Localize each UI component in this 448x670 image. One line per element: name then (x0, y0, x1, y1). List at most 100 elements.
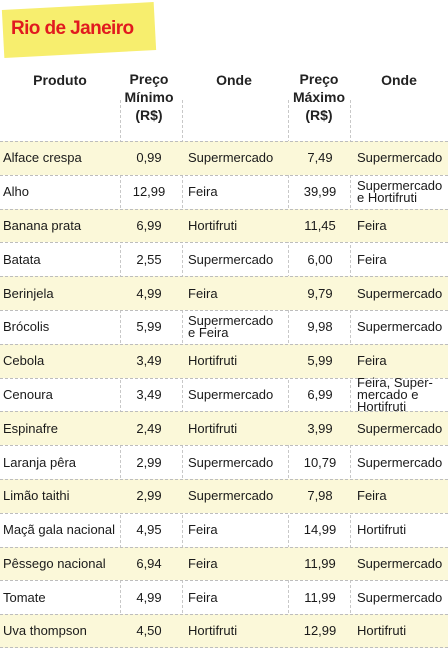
cell-produto: Banana prata (3, 217, 82, 233)
cell-preco-maximo: 12,99 (303, 623, 337, 639)
cell-preco-maximo: 6,00 (307, 251, 333, 267)
cell-preco-minimo: 3,49 (136, 353, 162, 369)
cell-onde-minimo: Hortifruti (188, 217, 238, 233)
cell-onde-maximo: Feira (357, 353, 387, 369)
cell-onde-maximo: Hortifruti (357, 623, 407, 639)
header-preco-minimo-line3: (R$) (135, 107, 163, 123)
cell-preco-minimo: 3,49 (136, 386, 162, 402)
cell-onde-minimo: Supermercado (188, 251, 274, 267)
cell-preco-minimo: 4,50 (136, 623, 162, 639)
cell-onde-minimo: Supermercado (188, 488, 274, 504)
cell-preco-maximo: 7,98 (307, 488, 333, 504)
cell-preco-minimo: 2,99 (136, 488, 162, 504)
table-row: Alface crespa 0,99 Supermercado 7,49 Superme… (0, 141, 448, 175)
cell-produto: Limão taithi (3, 488, 70, 504)
cell-onde-minimo: Supermercado e Feira (188, 313, 274, 341)
cell-preco-maximo: 14,99 (303, 522, 337, 538)
table-row: Espinafre 2,49 Hortifruti 3,99 Supermercado (0, 411, 448, 446)
cell-produto: Maçã gala nacional (3, 522, 116, 538)
cell-onde-minimo: Hortifruti (188, 623, 238, 639)
cell-preco-minimo: 2,49 (136, 420, 162, 436)
table-row: Cebola 3,49 Hortifruti 5,99 Feira (0, 343, 448, 378)
cell-preco-minimo: 2,99 (136, 454, 162, 470)
header-onde-maximo: Onde (381, 72, 417, 88)
cell-produto: Alho (3, 184, 30, 200)
header-produto: Produto (33, 72, 87, 88)
price-table: Alface crespa 0,99 Supermercado 7,49 Superme… (0, 141, 448, 648)
cell-produto: Brócolis (3, 319, 50, 335)
header-preco-minimo-line1: Preço (129, 71, 169, 87)
cell-onde-minimo: Supermercado (188, 150, 274, 166)
cell-onde-minimo: Supermercado (188, 454, 274, 470)
cell-preco-maximo: 10,79 (303, 454, 337, 470)
cell-produto: Alface crespa (3, 150, 82, 166)
cell-onde-minimo: Hortifruti (188, 353, 238, 369)
cell-onde-maximo: Supermercado (357, 150, 443, 166)
cell-onde-minimo: Feira (188, 555, 218, 571)
cell-produto: Batata (3, 251, 41, 267)
cell-onde-maximo: Supermercado (357, 420, 443, 436)
table-row: Berinjela 4,99 Feira 9,79 Supermercado (0, 276, 448, 310)
cell-preco-minimo: 5,99 (136, 319, 162, 335)
cell-preco-maximo: 11,99 (304, 555, 336, 571)
cell-onde-maximo: Hortifruti (357, 522, 407, 538)
table-row: Tomate 4,99 Feira 11,99 Supermercado (0, 580, 448, 614)
cell-produto: Cebola (3, 353, 45, 369)
cell-preco-maximo: 11,99 (304, 589, 336, 605)
table-row: Brócolis 5,99 Supermercado e Feira 9,98 Supe… (0, 309, 448, 344)
cell-onde-minimo: Feira (188, 285, 218, 301)
cell-onde-minimo: Feira (188, 184, 218, 200)
cell-onde-maximo: Supermercado e Hortifruti (357, 178, 443, 206)
table-header: Produto Preço Mínimo (R$) Onde Preço Máx… (0, 70, 448, 140)
cell-preco-maximo: 9,79 (307, 285, 333, 301)
cell-onde-minimo: Feira (188, 522, 218, 538)
table-row: Alho 12,99 Feira 39,99 Supermercado e Hortif… (0, 174, 448, 209)
cell-preco-minimo: 2,55 (136, 251, 162, 267)
cell-produto: Tomate (3, 589, 46, 605)
table-row: Uva thompson 4,50 Hortifruti 12,99 Hortifrut… (0, 614, 448, 648)
cell-onde-maximo: Supermercado (357, 589, 443, 605)
cell-preco-minimo: 6,94 (136, 555, 162, 571)
cell-onde-maximo: Feira (357, 488, 387, 504)
header-preco-minimo-line2: Mínimo (124, 89, 174, 105)
cell-preco-minimo: 4,95 (136, 522, 162, 538)
table-row: Cenoura 3,49 Supermercado 6,99 Feira, Super-… (0, 374, 448, 414)
cell-onde-maximo: Feira, Super- mercado e Hortifruti (357, 374, 433, 414)
cell-preco-minimo: 0,99 (136, 150, 162, 166)
cell-preco-minimo: 4,99 (136, 589, 162, 605)
cell-preco-maximo: 7,49 (307, 150, 333, 166)
table-row: Banana prata 6,99 Hortifruti 11,45 Feira (0, 208, 448, 243)
table-row: Maçã gala nacional 4,95 Feira 14,99 Hortifru… (0, 512, 448, 547)
cell-preco-minimo: 4,99 (136, 285, 162, 301)
cell-preco-minimo: 6,99 (136, 217, 162, 233)
cell-onde-maximo: Supermercado (357, 285, 443, 301)
table-row: Limão taithi 2,99 Supermercado 7,98 Feira (0, 478, 448, 513)
cell-preco-maximo: 6,99 (307, 386, 333, 402)
cell-onde-maximo: Feira (357, 251, 387, 267)
header-preco-maximo-line2: Máximo (292, 89, 346, 105)
header-preco-maximo: Preço Máximo (R$) (288, 70, 350, 124)
cell-onde-minimo: Feira (188, 589, 218, 605)
cell-onde-maximo: Supermercado (357, 555, 443, 571)
cell-produto: Laranja pêra (3, 454, 76, 470)
cell-onde-maximo: Supermercado (357, 454, 443, 470)
header-preco-minimo: Preço Mínimo (R$) (118, 70, 180, 124)
table-row: Laranja pêra 2,99 Supermercado 10,79 Superme… (0, 445, 448, 479)
cell-preco-maximo: 3,99 (307, 420, 333, 436)
cell-produto: Uva thompson (3, 623, 87, 639)
header-preco-maximo-line3: (R$) (305, 107, 333, 123)
cell-produto: Espinafre (3, 420, 58, 436)
cell-produto: Berinjela (3, 285, 54, 301)
header-onde-minimo: Onde (216, 72, 252, 88)
table-row: Pêssego nacional 6,94 Feira 11,99 Supermerca… (0, 546, 448, 581)
header-preco-maximo-line1: Preço (299, 71, 339, 87)
cell-onde-minimo: Hortifruti (188, 420, 238, 436)
cell-produto: Pêssego nacional (3, 555, 106, 571)
cell-onde-maximo: Feira (357, 217, 387, 233)
cell-preco-maximo: 11,45 (304, 217, 336, 233)
cell-onde-minimo: Supermercado (188, 386, 274, 402)
cell-preco-maximo: 39,99 (303, 184, 337, 200)
cell-preco-maximo: 9,98 (307, 319, 333, 335)
page-title: Rio de Janeiro (11, 18, 134, 39)
cell-produto: Cenoura (3, 386, 53, 402)
